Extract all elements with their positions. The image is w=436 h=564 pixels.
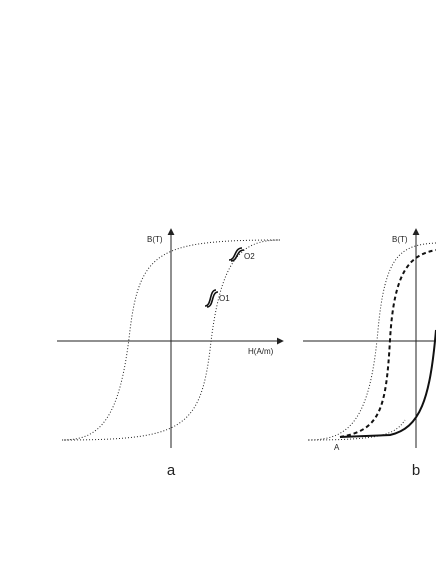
panel-a: B(T) H(A/m) O1 O2 a xyxy=(57,228,284,479)
axis-label: B(T) xyxy=(392,235,408,244)
caption: a xyxy=(167,462,176,479)
point-label: O1 xyxy=(219,294,230,303)
caption: b xyxy=(412,462,420,479)
solid-curve xyxy=(339,329,436,438)
axis-label: H(A/m) xyxy=(248,347,274,356)
ascending-branch xyxy=(61,239,281,441)
outer-loop xyxy=(307,419,406,441)
dashed-curve xyxy=(339,249,436,438)
axis-label: B(T) xyxy=(147,235,163,244)
panel-b: B(T) A b xyxy=(303,228,436,479)
minor-loop xyxy=(228,247,245,262)
point-label: O2 xyxy=(244,252,255,261)
point-label: A xyxy=(334,443,340,452)
minor-loop xyxy=(204,289,219,308)
